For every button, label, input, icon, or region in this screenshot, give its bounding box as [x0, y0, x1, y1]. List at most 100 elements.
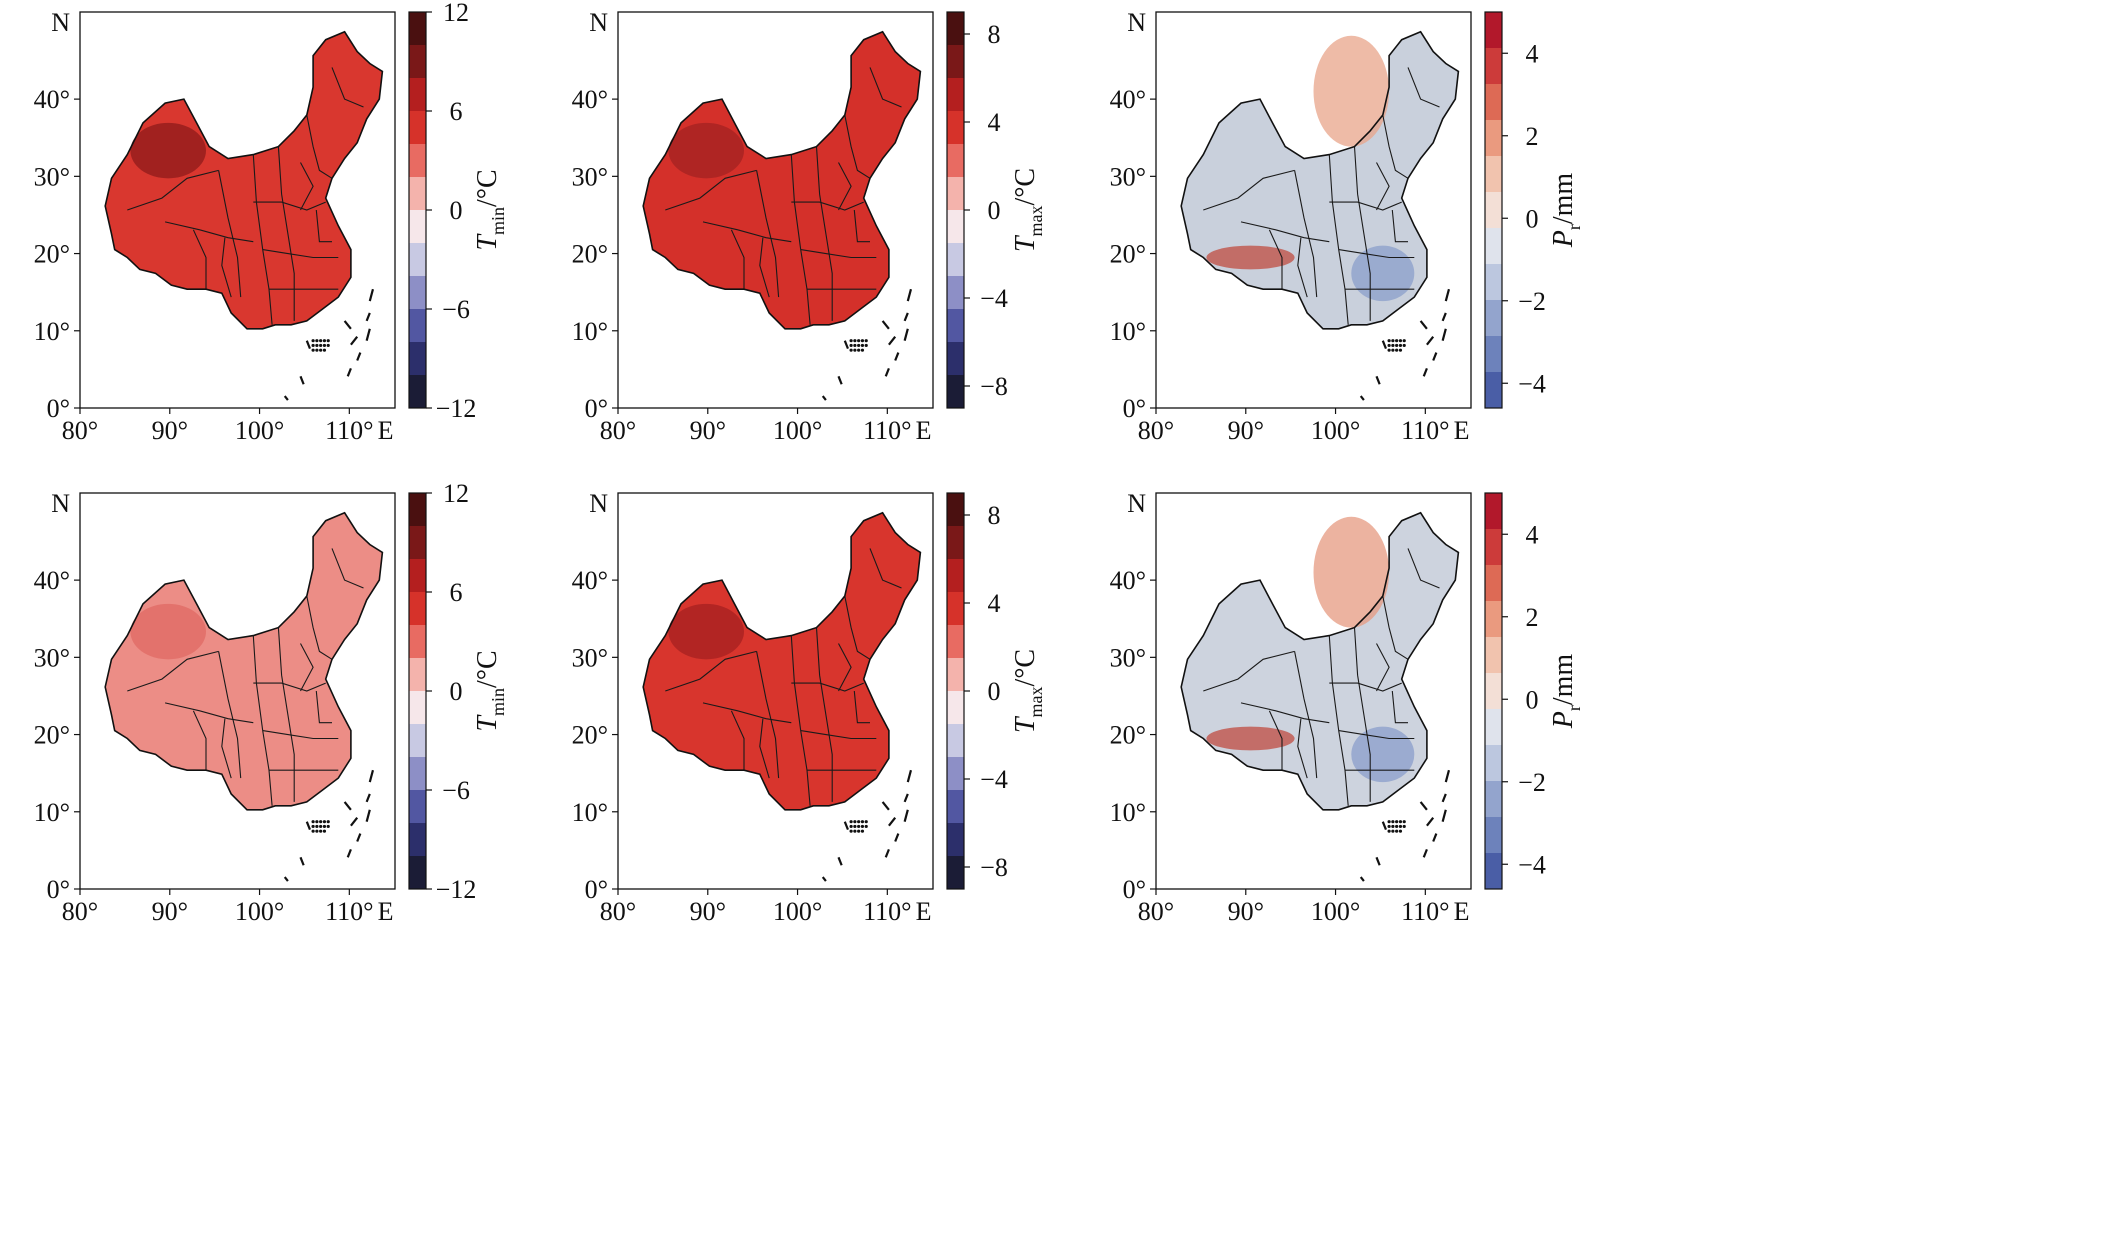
- label-subscript: max: [1026, 687, 1046, 718]
- colorbar-swatch: [947, 12, 964, 46]
- colorbar-swatch: [947, 45, 964, 79]
- island-dash: [1375, 856, 1381, 866]
- colorbar-swatch: [409, 823, 426, 857]
- y-tick-label: 20°: [1110, 240, 1146, 269]
- x-tick-label: 90°: [690, 416, 726, 445]
- colorbar-frame: [1484, 11, 1503, 409]
- island-dot: [1391, 339, 1395, 343]
- province-border: [730, 710, 745, 771]
- island-dot: [860, 824, 865, 829]
- island-dot: [322, 824, 327, 829]
- hotspot-region: [1313, 516, 1390, 628]
- x-tick-label: 80°: [600, 416, 636, 445]
- province-border: [791, 201, 864, 211]
- island-dot: [322, 829, 327, 833]
- province-border: [221, 718, 232, 779]
- y-tick-label: 20°: [572, 240, 608, 269]
- island-dot: [1402, 343, 1406, 348]
- colorbar-swatch: [947, 78, 964, 112]
- island-dot: [857, 824, 861, 829]
- y-tick-label: 20°: [572, 721, 608, 750]
- island-dash: [1444, 288, 1451, 302]
- island-dot: [319, 824, 323, 829]
- colorbar-swatch: [1485, 120, 1502, 157]
- island-dash: [1426, 336, 1435, 346]
- province-border: [315, 209, 332, 243]
- x-tick-label: 90°: [690, 897, 726, 926]
- island-dot: [315, 348, 319, 352]
- province-border: [1376, 162, 1390, 211]
- island-dash: [1419, 320, 1428, 330]
- y-tick-label: 40°: [572, 566, 608, 595]
- y-tick-label: N: [589, 489, 608, 518]
- y-tick-label: 0°: [1123, 875, 1146, 904]
- province-border: [1297, 718, 1308, 779]
- y-tick-label: 30°: [1110, 643, 1146, 672]
- colorbar-swatch: [409, 757, 426, 791]
- province-border: [800, 730, 877, 740]
- island-dash: [365, 328, 371, 341]
- island-dash: [903, 328, 909, 341]
- province-border: [702, 221, 792, 243]
- label-symbol: T: [472, 233, 503, 251]
- colorbar-swatch: [409, 12, 426, 46]
- island-dash: [346, 367, 352, 377]
- island-dot: [322, 820, 327, 824]
- island-dash: [1444, 769, 1451, 783]
- province-border: [756, 651, 780, 779]
- island-dot: [326, 820, 330, 824]
- field-shading: [643, 512, 921, 810]
- province-border: [853, 209, 870, 243]
- island-dot: [315, 343, 319, 348]
- province-border: [838, 643, 852, 692]
- island-dot: [1398, 829, 1403, 833]
- colorbar-swatch: [947, 823, 964, 857]
- island-dash: [1441, 809, 1447, 822]
- island-dot: [857, 343, 861, 348]
- colorbar-swatch: [947, 144, 964, 178]
- colorbar-swatch: [1485, 493, 1502, 530]
- colorbar-tick-label: 0: [988, 677, 1001, 706]
- island-dot: [860, 343, 865, 348]
- island-dash: [1381, 340, 1387, 350]
- y-tick-label: N: [1127, 8, 1146, 37]
- island-dot: [1402, 339, 1406, 343]
- colorbar-tick-label: 0: [988, 196, 1001, 225]
- island-dash: [1381, 821, 1387, 831]
- colorbar: 4 2 0 −2 −4 Pr/mm: [1484, 11, 1584, 409]
- y-tick-label: 20°: [34, 240, 70, 269]
- island-dot: [311, 824, 315, 829]
- island-dash: [1432, 352, 1438, 361]
- island-dot: [1395, 339, 1399, 343]
- colorbar-swatch: [1485, 709, 1502, 746]
- province-border: [844, 114, 871, 179]
- panel-bottom-left: 80° 90° 100° 110° E 0° 10° 20° 30° 40° N 12 6 0 −6 −12 T…: [34, 479, 508, 926]
- province-border: [791, 682, 864, 692]
- colorbar-swatch: [409, 375, 426, 409]
- island-dash: [350, 817, 359, 827]
- y-tick-label: 0°: [585, 875, 608, 904]
- province-border: [306, 595, 333, 660]
- province-border: [1407, 548, 1440, 589]
- province-border: [665, 169, 757, 211]
- colorbar-swatch: [947, 342, 964, 376]
- island-dash: [346, 848, 352, 858]
- colorbar-swatch: [409, 559, 426, 593]
- wet-deficit-region: [1351, 726, 1415, 783]
- colorbar: 4 2 0 −2 −4 Pr/mm: [1484, 492, 1584, 890]
- island-dot: [319, 339, 323, 343]
- x-tick-label: 100°: [773, 416, 822, 445]
- label-subscript: r: [1564, 224, 1584, 230]
- country-outline: [1180, 511, 1460, 811]
- province-border: [1338, 249, 1415, 259]
- colorbar-swatch: [409, 790, 426, 824]
- hotspot-region: [130, 603, 206, 660]
- colorbar-swatch: [409, 210, 426, 244]
- colorbar-label: Tmax/°C: [1010, 649, 1046, 733]
- colorbar-swatch: [409, 658, 426, 692]
- colorbar-tick-label: −12: [436, 875, 477, 904]
- island-dash: [1375, 375, 1381, 385]
- colorbar-swatch: [947, 309, 964, 343]
- y-tick-label: 0°: [47, 394, 70, 423]
- island-dash: [903, 809, 909, 822]
